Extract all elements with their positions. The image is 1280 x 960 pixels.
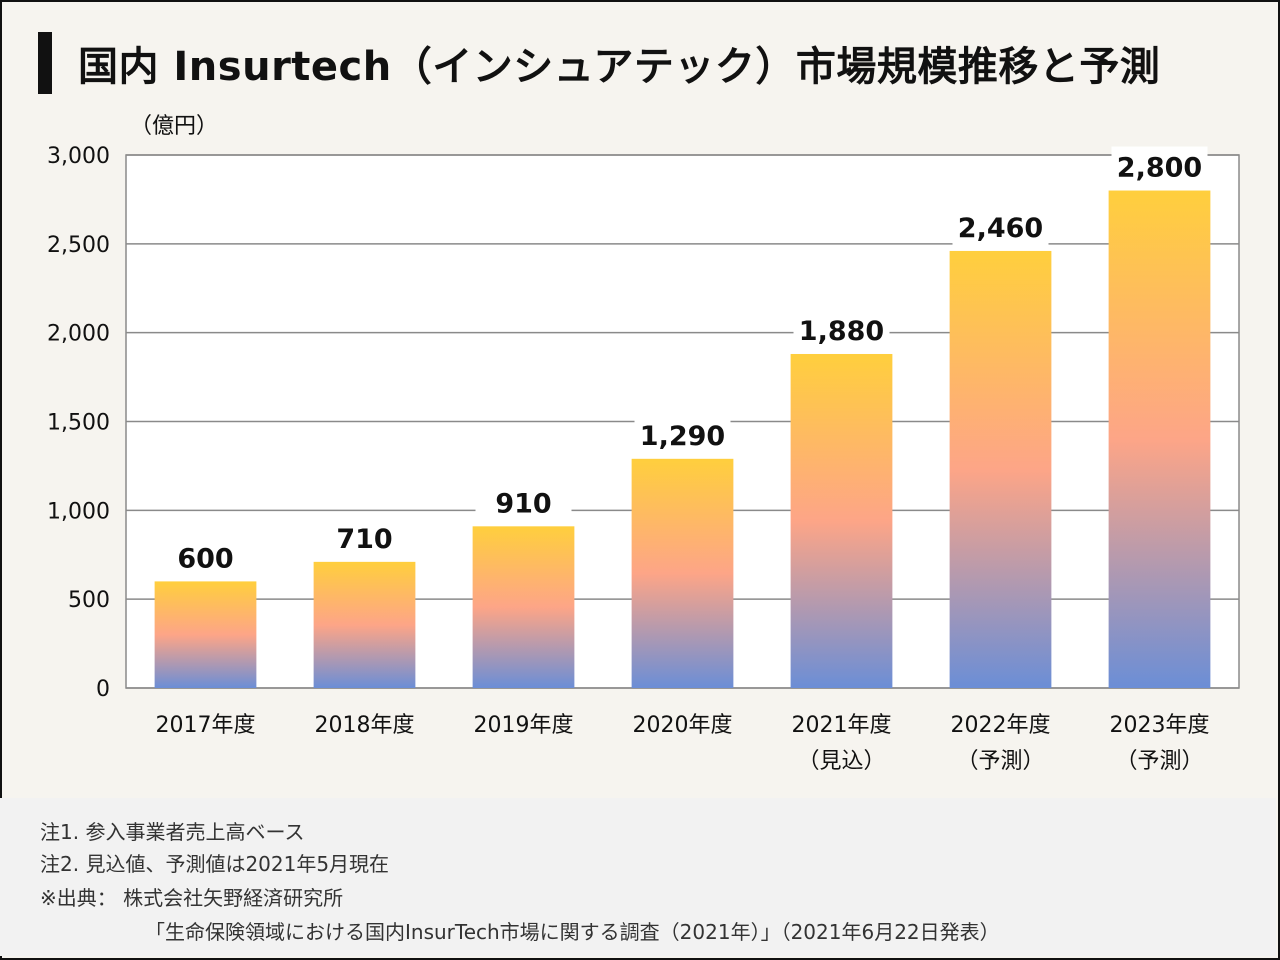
y-tick-label: 500 (68, 588, 110, 613)
x-tick-label: 2020年度 (633, 713, 733, 738)
y-tick-label: 1,500 (47, 411, 110, 436)
bar-chart: 0 500 1,000 1,500 2,000 2,500 3,000 600 2017年度 71… (47, 144, 1240, 774)
data-label-background (316, 517, 413, 558)
y-tick-label: 2,000 (47, 322, 110, 347)
data-label: 910 (495, 488, 551, 519)
x-tick-label: 2023年度 (1110, 713, 1210, 738)
x-tick-label: 2019年度 (474, 713, 574, 738)
data-label-background (1111, 146, 1208, 187)
data-label: 1,290 (640, 421, 725, 452)
bar (790, 353, 893, 688)
data-label-background (952, 206, 1049, 247)
bar (154, 581, 257, 688)
data-label-background (793, 309, 890, 350)
data-label: 2,800 (1117, 153, 1202, 184)
data-label-background (157, 537, 254, 578)
source-label: ※出典： 株式会社矢野経済研究所 (40, 886, 344, 910)
data-label-background (634, 414, 731, 455)
bar (313, 561, 416, 688)
bar (949, 250, 1052, 688)
x-tick-label: 2021年度 (792, 713, 892, 738)
y-tick-label: 1,000 (47, 499, 110, 524)
data-label: 2,460 (958, 213, 1043, 244)
data-label-background (475, 482, 572, 523)
bar (472, 526, 575, 688)
y-axis-unit-label: （億円） (130, 114, 219, 139)
data-label: 1,880 (799, 316, 884, 347)
data-label: 710 (336, 524, 392, 555)
data-label: 600 (177, 543, 233, 574)
source-title: 「生命保険領域における国内InsurTech市場に関する調査（2021年）」（2… (145, 920, 1000, 944)
y-tick-label: 0 (96, 677, 110, 702)
footnotes-panel: 注1. 参入事業者売上高ベース 注2. 見込値、予測値は2021年5月現在 ※出… (0, 798, 1276, 956)
footnote-2: 注2. 見込値、予測値は2021年5月現在 (40, 852, 390, 876)
x-tick-label: 2018年度 (315, 713, 415, 738)
chart-title: 国内 Insurtech（インシュアテック）市場規模推移と予測 (78, 44, 1161, 90)
x-tick-label: 2022年度 (951, 713, 1051, 738)
title-accent-bar (38, 32, 52, 94)
bar (1108, 190, 1211, 689)
bar (631, 458, 734, 688)
x-tick-sublabel: （見込） (797, 749, 885, 774)
y-tick-label: 3,000 (47, 144, 110, 169)
x-tick-label: 2017年度 (156, 713, 256, 738)
footnote-1: 注1. 参入事業者売上高ベース (40, 820, 305, 844)
x-tick-sublabel: （予測） (1115, 749, 1203, 774)
x-tick-sublabel: （予測） (956, 749, 1044, 774)
y-tick-label: 2,500 (47, 233, 110, 258)
